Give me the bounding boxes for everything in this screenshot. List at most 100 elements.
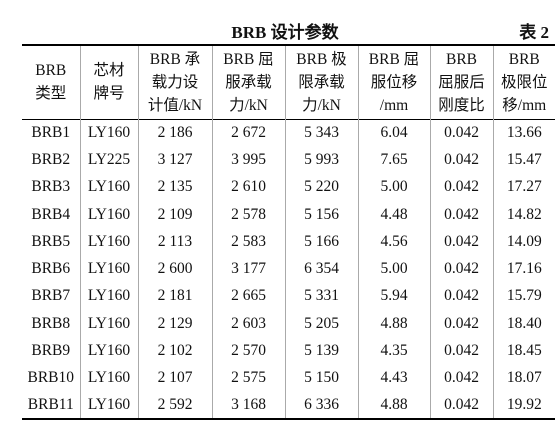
table-cell: 18.07 — [492, 364, 555, 392]
table: BRB 类型 芯材 牌号 BRB 承载力设 计值/kN BRB 屈服承载 力/kN BRB 极限… — [22, 44, 555, 420]
table-cell: BRB6 — [31, 260, 71, 278]
header-line: 芯材 — [93, 62, 125, 80]
header-line: 服承载 — [225, 73, 272, 91]
table-row: BRB11 LY160 2 592 3 168 6 336 4.88 0.042 19.92 — [22, 391, 555, 420]
table-cell: 3 995 — [211, 146, 285, 174]
table-cell: 5 993 — [284, 146, 358, 174]
table-cell: 0.042 — [429, 364, 493, 392]
table-cell: LY160 — [79, 310, 138, 338]
table-row: BRB8 LY160 2 129 2 603 5 205 4.88 0.042 18.40 — [22, 310, 555, 338]
table-cell: 0.042 — [429, 119, 493, 147]
table-cell: 2 600 — [137, 255, 212, 283]
column-header: BRB 屈服位移/mm — [357, 45, 430, 119]
header-line: BRB 屈 — [223, 50, 274, 68]
table-cell: LY160 — [79, 119, 138, 147]
table-cell: LY160 — [79, 391, 138, 420]
table-cell: 5 220 — [284, 173, 358, 201]
table-cell: BRB3 — [31, 178, 71, 196]
table-cell: 2 135 — [137, 173, 212, 201]
table-cell: 4.48 — [357, 200, 430, 229]
table-cell: LY160 — [79, 200, 138, 229]
column-header: BRB 极限位 移/mm — [492, 45, 555, 119]
table-cell: LY160 — [79, 255, 138, 283]
table-cell: 6 354 — [284, 255, 358, 283]
header-line: 载力设 — [151, 73, 199, 91]
table-cell: 5 166 — [284, 228, 358, 256]
table-cell: 13.66 — [492, 119, 555, 147]
header-line: BRB — [35, 62, 67, 80]
table-row: BRB9 LY160 2 102 2 570 5 139 4.35 0.042 18.45 — [22, 337, 555, 365]
table-row: BRB5 LY160 2 113 2 583 5 166 4.56 0.042 14.09 — [22, 228, 555, 256]
column-header: BRB 极限承载力/kN — [284, 45, 358, 119]
column-header: 芯材 牌号 — [79, 45, 138, 119]
header-line: BRB — [445, 50, 477, 68]
table-cell: LY225 — [79, 146, 138, 174]
table-cell: 0.042 — [429, 228, 493, 256]
table-cell: 2 107 — [137, 364, 212, 392]
column-header: BRB 承载力设 计值/kN — [137, 45, 212, 119]
header-line: 力/kN — [229, 96, 268, 114]
header-line: 限承载 — [298, 73, 345, 91]
table-row: BRB4 LY160 2 109 2 578 5 156 4.48 0.042 14.82 — [22, 200, 555, 229]
table-cell: 0.042 — [429, 310, 493, 338]
table-cell: BRB7 — [31, 287, 71, 305]
column-header: BRB 屈服承载力/kN — [211, 45, 285, 119]
table-cell: 0.042 — [429, 146, 493, 174]
table-cell: 5 331 — [284, 282, 358, 311]
table-cell: 17.16 — [492, 255, 555, 283]
header-line: 服位移 — [370, 73, 418, 91]
table-cell: 5.94 — [357, 282, 430, 311]
header-line: BRB 屈 — [368, 50, 420, 68]
table-cell: 2 109 — [137, 200, 212, 229]
table-cell: 4.43 — [357, 364, 430, 392]
header-line: BRB 极 — [296, 50, 347, 68]
table-row: BRB6 LY160 2 600 3 177 6 354 5.00 0.042 17.16 — [22, 255, 555, 283]
header-line: 极限位 — [500, 73, 548, 91]
table-cell: 2 129 — [137, 310, 212, 338]
table-cell: 5 205 — [284, 310, 358, 338]
table-cell: BRB8 — [31, 314, 71, 332]
table-cell: BRB10 — [27, 369, 74, 387]
table-cell: BRB4 — [31, 205, 71, 223]
table-cell: 14.82 — [492, 200, 555, 229]
table-cell: 2 181 — [137, 282, 212, 311]
table-cell: 5 343 — [284, 119, 358, 147]
table-cell: BRB2 — [31, 150, 71, 168]
header-line: 类型 — [35, 85, 67, 103]
table-row: BRB7 LY160 2 181 2 665 5 331 5.94 0.042 15.79 — [22, 282, 555, 311]
header-line: 力/kN — [302, 96, 341, 114]
header-line: 牌号 — [93, 85, 125, 103]
table-cell: LY160 — [79, 173, 138, 201]
table-cell: 5.00 — [357, 173, 430, 201]
table-cell: 5 150 — [284, 364, 358, 392]
table-cell: 2 665 — [211, 282, 285, 311]
table-cell: 3 127 — [137, 146, 212, 174]
table-cell: 6.04 — [357, 119, 430, 147]
table-cell: 0.042 — [429, 391, 493, 420]
table-cell: 5 139 — [284, 337, 358, 365]
table-cell: 0.042 — [429, 200, 493, 229]
table-cell: 2 578 — [211, 200, 285, 229]
table-cell: 2 102 — [137, 337, 212, 365]
header-line: 计值/kN — [147, 96, 203, 114]
table-cell: 4.88 — [357, 391, 430, 420]
table-cell: BRB9 — [31, 342, 71, 360]
table-cell: 2 186 — [137, 119, 212, 147]
table-cell: 2 592 — [137, 391, 212, 420]
table-cell: 3 168 — [211, 391, 285, 420]
table-body: BRB1 LY160 2 186 2 672 5 343 6.04 0.042 13.66 BR… — [22, 119, 555, 420]
table-cell: 17.27 — [492, 173, 555, 201]
table-title: BRB 设计参数 — [231, 23, 339, 42]
table-cell: 2 570 — [211, 337, 285, 365]
table-cell: 5.00 — [357, 255, 430, 283]
header-line: /mm — [379, 96, 409, 114]
table-cell: 2 672 — [211, 119, 285, 147]
table-cell: 5 156 — [284, 200, 358, 229]
table-label: 表 2 — [519, 23, 549, 42]
column-header: BRB 屈服后 刚度比 — [429, 45, 493, 119]
table-row: BRB1 LY160 2 186 2 672 5 343 6.04 0.042 13.66 — [22, 119, 555, 147]
table-cell: 2 575 — [211, 364, 285, 392]
table-cell: LY160 — [79, 282, 138, 311]
table-cell: LY160 — [79, 228, 138, 256]
